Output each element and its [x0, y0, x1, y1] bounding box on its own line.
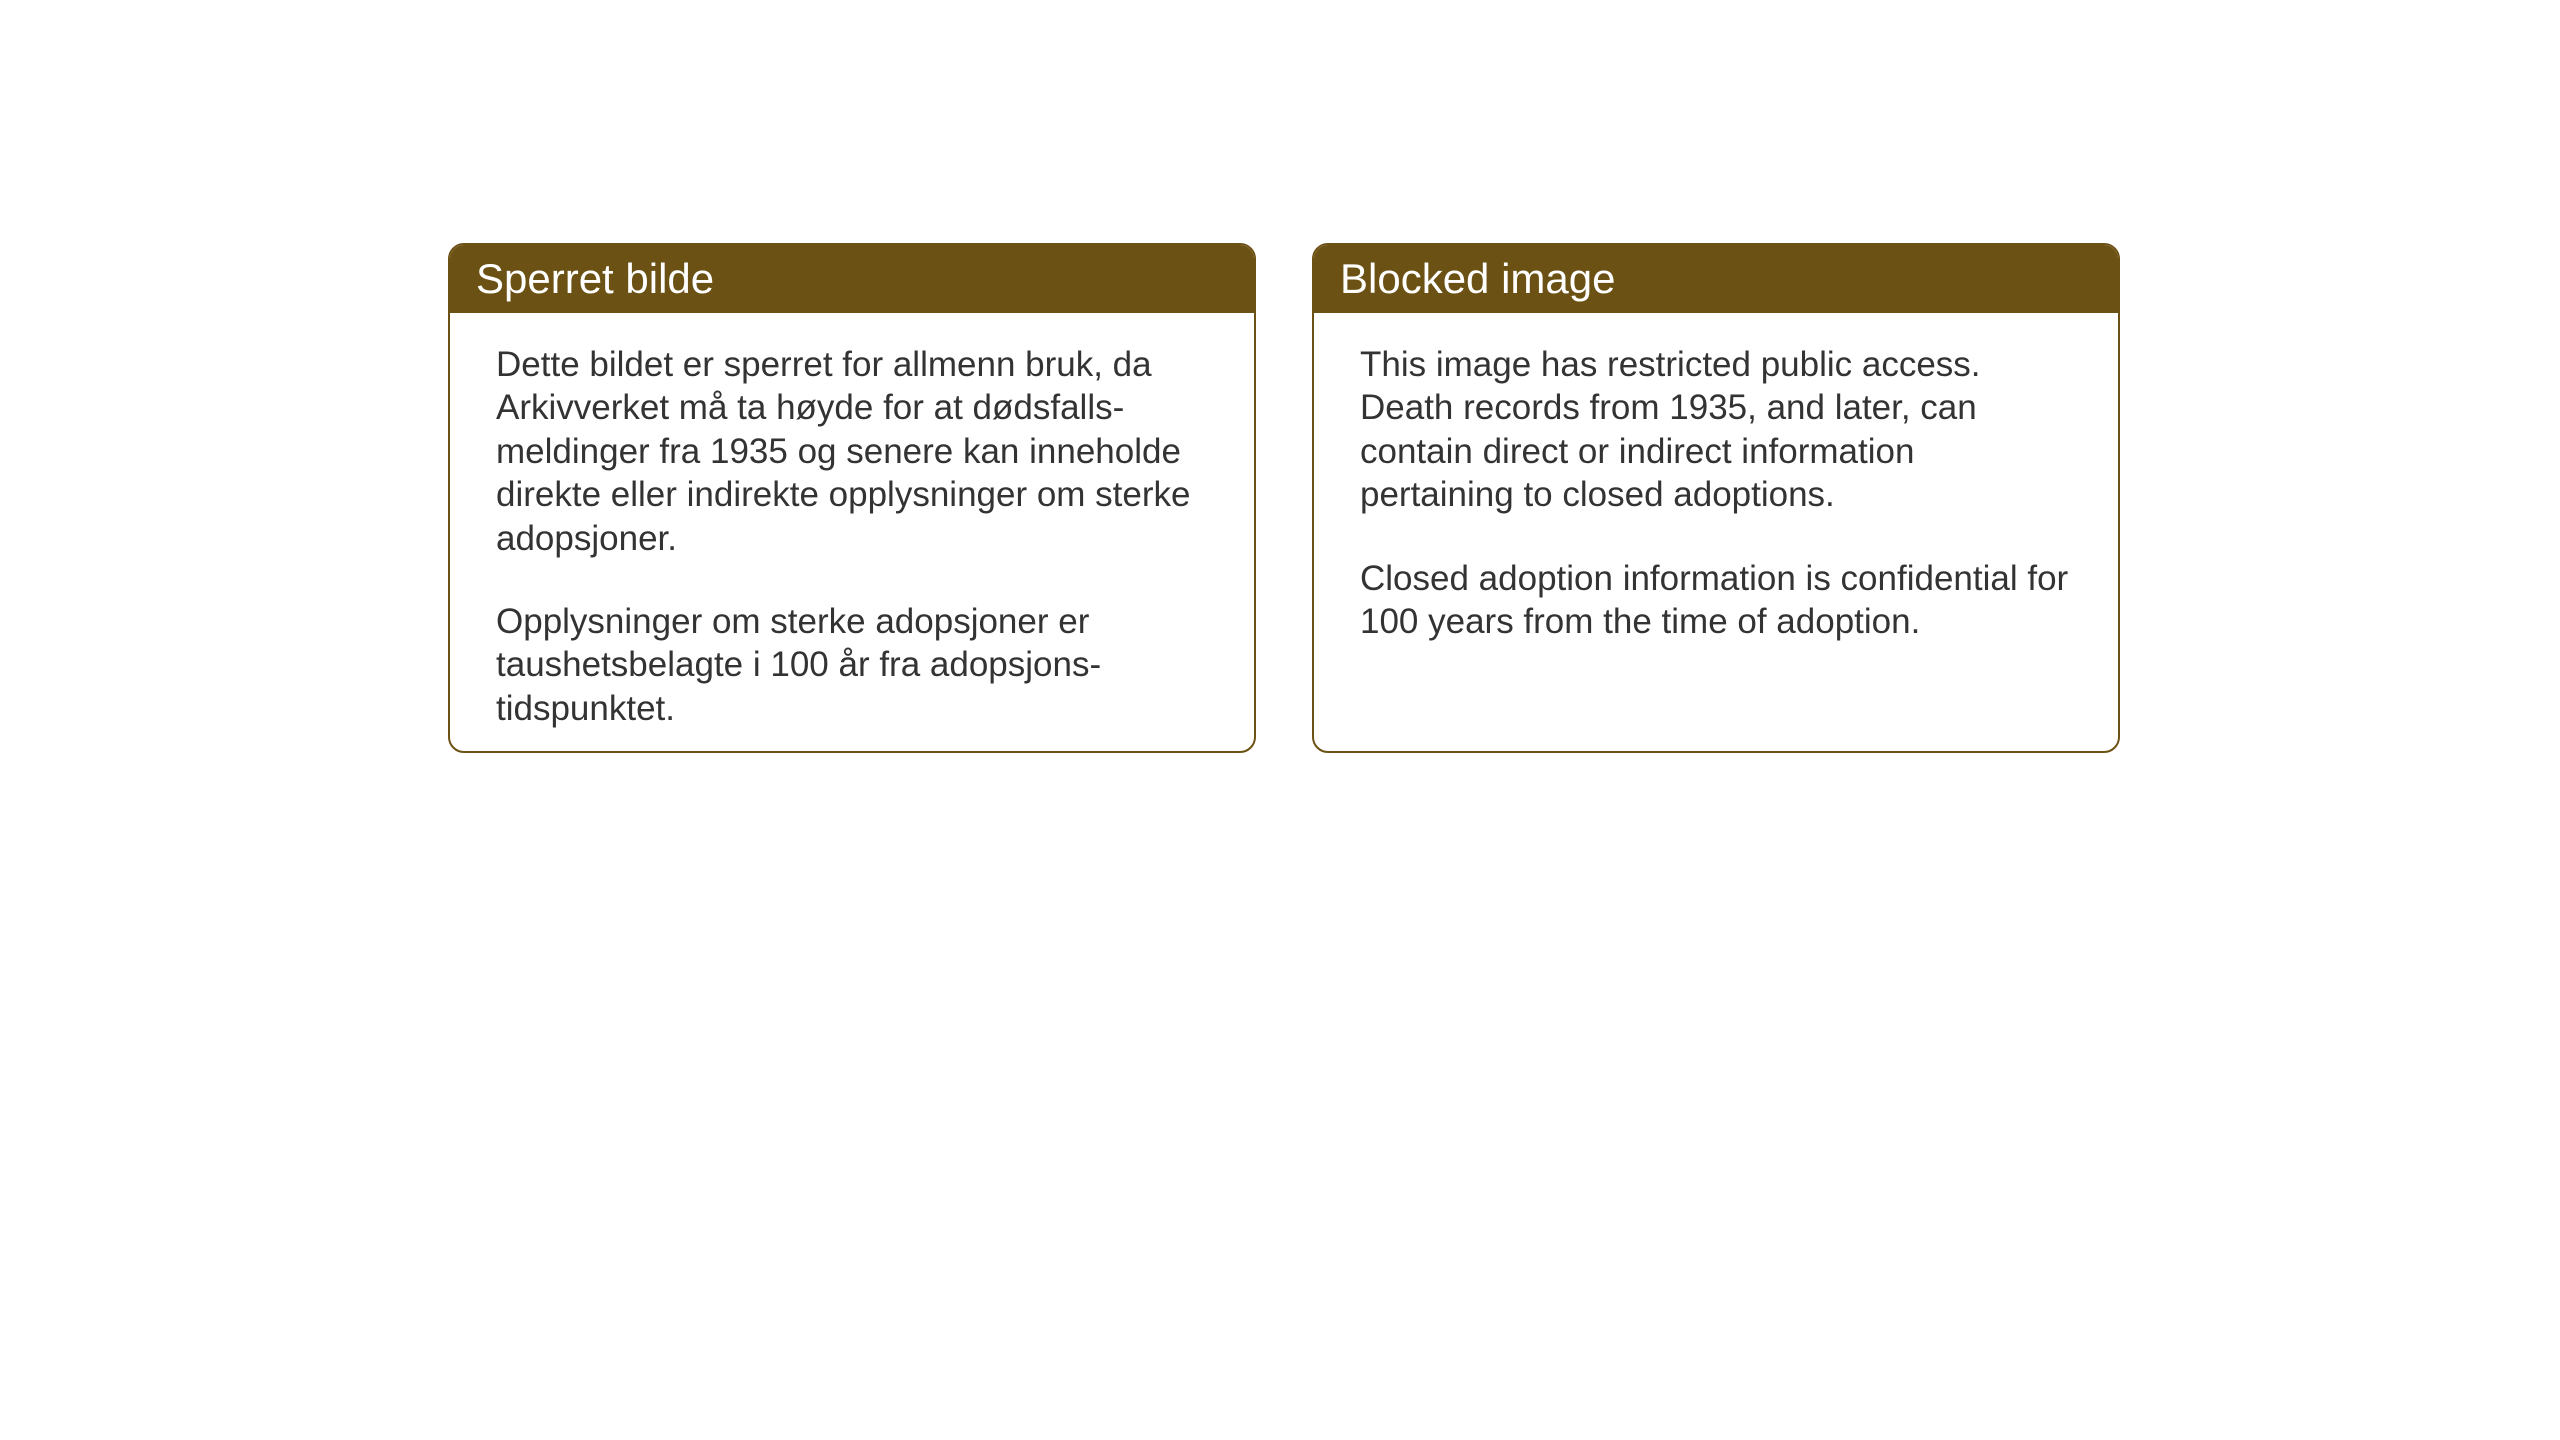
notice-card-english: Blocked image This image has restricted … [1312, 243, 2120, 753]
paragraph-2-english: Closed adoption information is confident… [1360, 557, 2072, 644]
paragraph-1-english: This image has restricted public access.… [1360, 343, 2072, 517]
notice-card-norwegian: Sperret bilde Dette bildet er sperret fo… [448, 243, 1256, 753]
card-title-norwegian: Sperret bilde [476, 255, 714, 302]
card-header-english: Blocked image [1314, 245, 2118, 313]
card-body-english: This image has restricted public access.… [1314, 313, 2118, 683]
card-body-norwegian: Dette bildet er sperret for allmenn bruk… [450, 313, 1254, 753]
paragraph-2-norwegian: Opplysninger om sterke adopsjoner er tau… [496, 600, 1208, 730]
card-title-english: Blocked image [1340, 255, 1615, 302]
paragraph-1-norwegian: Dette bildet er sperret for allmenn bruk… [496, 343, 1208, 560]
notice-container: Sperret bilde Dette bildet er sperret fo… [448, 243, 2120, 753]
card-header-norwegian: Sperret bilde [450, 245, 1254, 313]
